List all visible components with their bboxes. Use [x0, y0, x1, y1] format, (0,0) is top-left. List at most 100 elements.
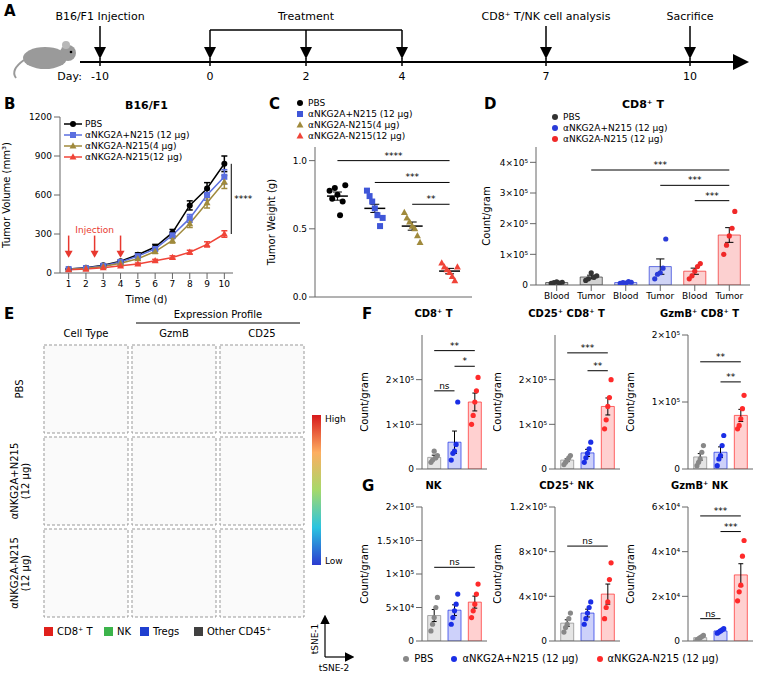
- svg-text:Count/gram: Count/gram: [626, 372, 636, 431]
- svg-text:Tumor: Tumor: [714, 291, 743, 301]
- svg-text:Blood: Blood: [544, 291, 569, 301]
- svg-text:0.0: 0.0: [293, 292, 308, 302]
- svg-text:6×10⁴: 6×10⁴: [652, 502, 681, 512]
- svg-text:Treatment: Treatment: [277, 10, 335, 23]
- svg-text:1.0: 1.0: [293, 156, 308, 166]
- svg-text:0: 0: [674, 636, 680, 646]
- svg-text:4: 4: [399, 70, 406, 83]
- svg-text:1.5×10⁵: 1.5×10⁵: [377, 536, 414, 546]
- svg-text:2×10⁵: 2×10⁵: [386, 502, 415, 512]
- svg-text:Tumor Volume (mm³): Tumor Volume (mm³): [1, 142, 12, 249]
- svg-text:1×10⁵: 1×10⁵: [519, 420, 548, 430]
- svg-text:***: ***: [714, 506, 728, 516]
- svg-text:ns: ns: [439, 381, 450, 391]
- svg-text:**: **: [726, 372, 736, 382]
- svg-text:0: 0: [408, 636, 414, 646]
- svg-text:4×10⁴: 4×10⁴: [519, 592, 548, 602]
- svg-text:Other CD45⁺: Other CD45⁺: [207, 626, 271, 637]
- svg-text:**: **: [450, 341, 460, 351]
- svg-text:B16/F1 Injection: B16/F1 Injection: [55, 10, 144, 23]
- svg-text:A: A: [4, 2, 16, 20]
- svg-text:Day:: Day:: [57, 70, 82, 83]
- svg-text:Tumor: Tumor: [645, 291, 674, 301]
- svg-text:tSNE-2: tSNE-2: [319, 663, 350, 673]
- svg-text:PBS: PBS: [14, 379, 25, 398]
- svg-text:**: **: [426, 194, 436, 204]
- svg-text:3: 3: [100, 279, 106, 289]
- svg-text:0: 0: [674, 464, 680, 474]
- svg-text:10: 10: [219, 279, 231, 289]
- svg-text:Tumor Weight (g): Tumor Weight (g): [266, 179, 277, 266]
- svg-text:*: *: [462, 356, 467, 366]
- svg-text:1×10⁵: 1×10⁵: [386, 420, 415, 430]
- svg-text:***: ***: [654, 160, 668, 170]
- svg-text:E: E: [4, 305, 14, 323]
- svg-text:Count/gram: Count/gram: [360, 544, 370, 603]
- svg-text:αNKG2A+N215(12 μg): αNKG2A+N215(12 μg): [9, 443, 31, 520]
- svg-text:5×10⁴: 5×10⁴: [386, 603, 415, 613]
- svg-text:Count/gram: Count/gram: [481, 186, 492, 245]
- svg-text:****: ****: [234, 194, 253, 204]
- svg-text:0: 0: [46, 268, 52, 278]
- svg-text:Blood: Blood: [613, 291, 638, 301]
- svg-text:0.5: 0.5: [293, 224, 307, 234]
- svg-text:GzmB: GzmB: [159, 328, 189, 339]
- svg-text:4×10⁵: 4×10⁵: [500, 158, 529, 168]
- svg-text:8×10⁴: 8×10⁴: [519, 547, 548, 557]
- svg-text:1×10⁵: 1×10⁵: [652, 397, 681, 407]
- svg-text:300: 300: [35, 229, 52, 239]
- svg-text:ns: ns: [705, 609, 716, 619]
- svg-text:Time (d): Time (d): [125, 294, 168, 305]
- svg-text:**: **: [716, 352, 726, 362]
- svg-text:CD8⁺ T/NK cell analysis: CD8⁺ T/NK cell analysis: [482, 10, 611, 23]
- svg-text:Count/gram: Count/gram: [493, 372, 503, 431]
- svg-text:NK: NK: [117, 626, 131, 637]
- svg-text:Tumor: Tumor: [576, 291, 605, 301]
- svg-text:1: 1: [66, 279, 72, 289]
- svg-text:2: 2: [83, 279, 89, 289]
- svg-text:7: 7: [170, 279, 176, 289]
- svg-text:****: ****: [385, 151, 404, 161]
- svg-text:0: 0: [541, 464, 547, 474]
- svg-text:High: High: [325, 414, 346, 424]
- svg-text:Sacrifice: Sacrifice: [666, 10, 713, 23]
- svg-text:Expression Profile: Expression Profile: [174, 309, 263, 320]
- svg-text:***: ***: [581, 343, 595, 353]
- svg-text:3×10⁵: 3×10⁵: [500, 188, 529, 198]
- svg-text:Count/gram: Count/gram: [493, 544, 503, 603]
- svg-text:-10: -10: [91, 70, 109, 83]
- svg-text:900: 900: [35, 151, 52, 161]
- svg-text:2×10⁵: 2×10⁵: [386, 375, 415, 385]
- svg-text:9: 9: [204, 279, 210, 289]
- svg-text:tSNE-1: tSNE-1: [310, 624, 320, 655]
- svg-text:2×10⁵: 2×10⁵: [519, 375, 548, 385]
- svg-text:ns: ns: [582, 536, 593, 546]
- svg-text:**: **: [593, 361, 603, 371]
- svg-text:1200: 1200: [29, 112, 52, 122]
- svg-text:2: 2: [303, 70, 310, 83]
- svg-text:1×10⁵: 1×10⁵: [386, 569, 415, 579]
- svg-text:4×10⁴: 4×10⁴: [652, 547, 681, 557]
- svg-text:0: 0: [207, 70, 214, 83]
- svg-text:ns: ns: [449, 557, 460, 567]
- svg-text:0: 0: [541, 636, 547, 646]
- svg-text:Count/gram: Count/gram: [626, 544, 636, 603]
- svg-text:0: 0: [522, 280, 528, 290]
- svg-text:***: ***: [724, 522, 738, 532]
- svg-text:6: 6: [152, 279, 158, 289]
- svg-text:2×10⁵: 2×10⁵: [500, 219, 529, 229]
- svg-text:1.2×10⁵: 1.2×10⁵: [510, 502, 547, 512]
- svg-text:Tregs: Tregs: [152, 626, 179, 637]
- svg-text:7: 7: [543, 70, 550, 83]
- svg-text:600: 600: [35, 190, 52, 200]
- svg-text:***: ***: [405, 172, 419, 182]
- svg-text:Cell Type: Cell Type: [64, 328, 109, 339]
- svg-text:Injection: Injection: [75, 225, 114, 235]
- svg-text:CD8⁺ T: CD8⁺ T: [57, 626, 94, 637]
- svg-text:1×10⁵: 1×10⁵: [500, 250, 529, 260]
- svg-text:2×10⁴: 2×10⁴: [652, 592, 681, 602]
- svg-text:***: ***: [705, 191, 719, 201]
- svg-text:10: 10: [683, 70, 697, 83]
- svg-text:***: ***: [688, 175, 702, 185]
- svg-text:Count/gram: Count/gram: [360, 372, 370, 431]
